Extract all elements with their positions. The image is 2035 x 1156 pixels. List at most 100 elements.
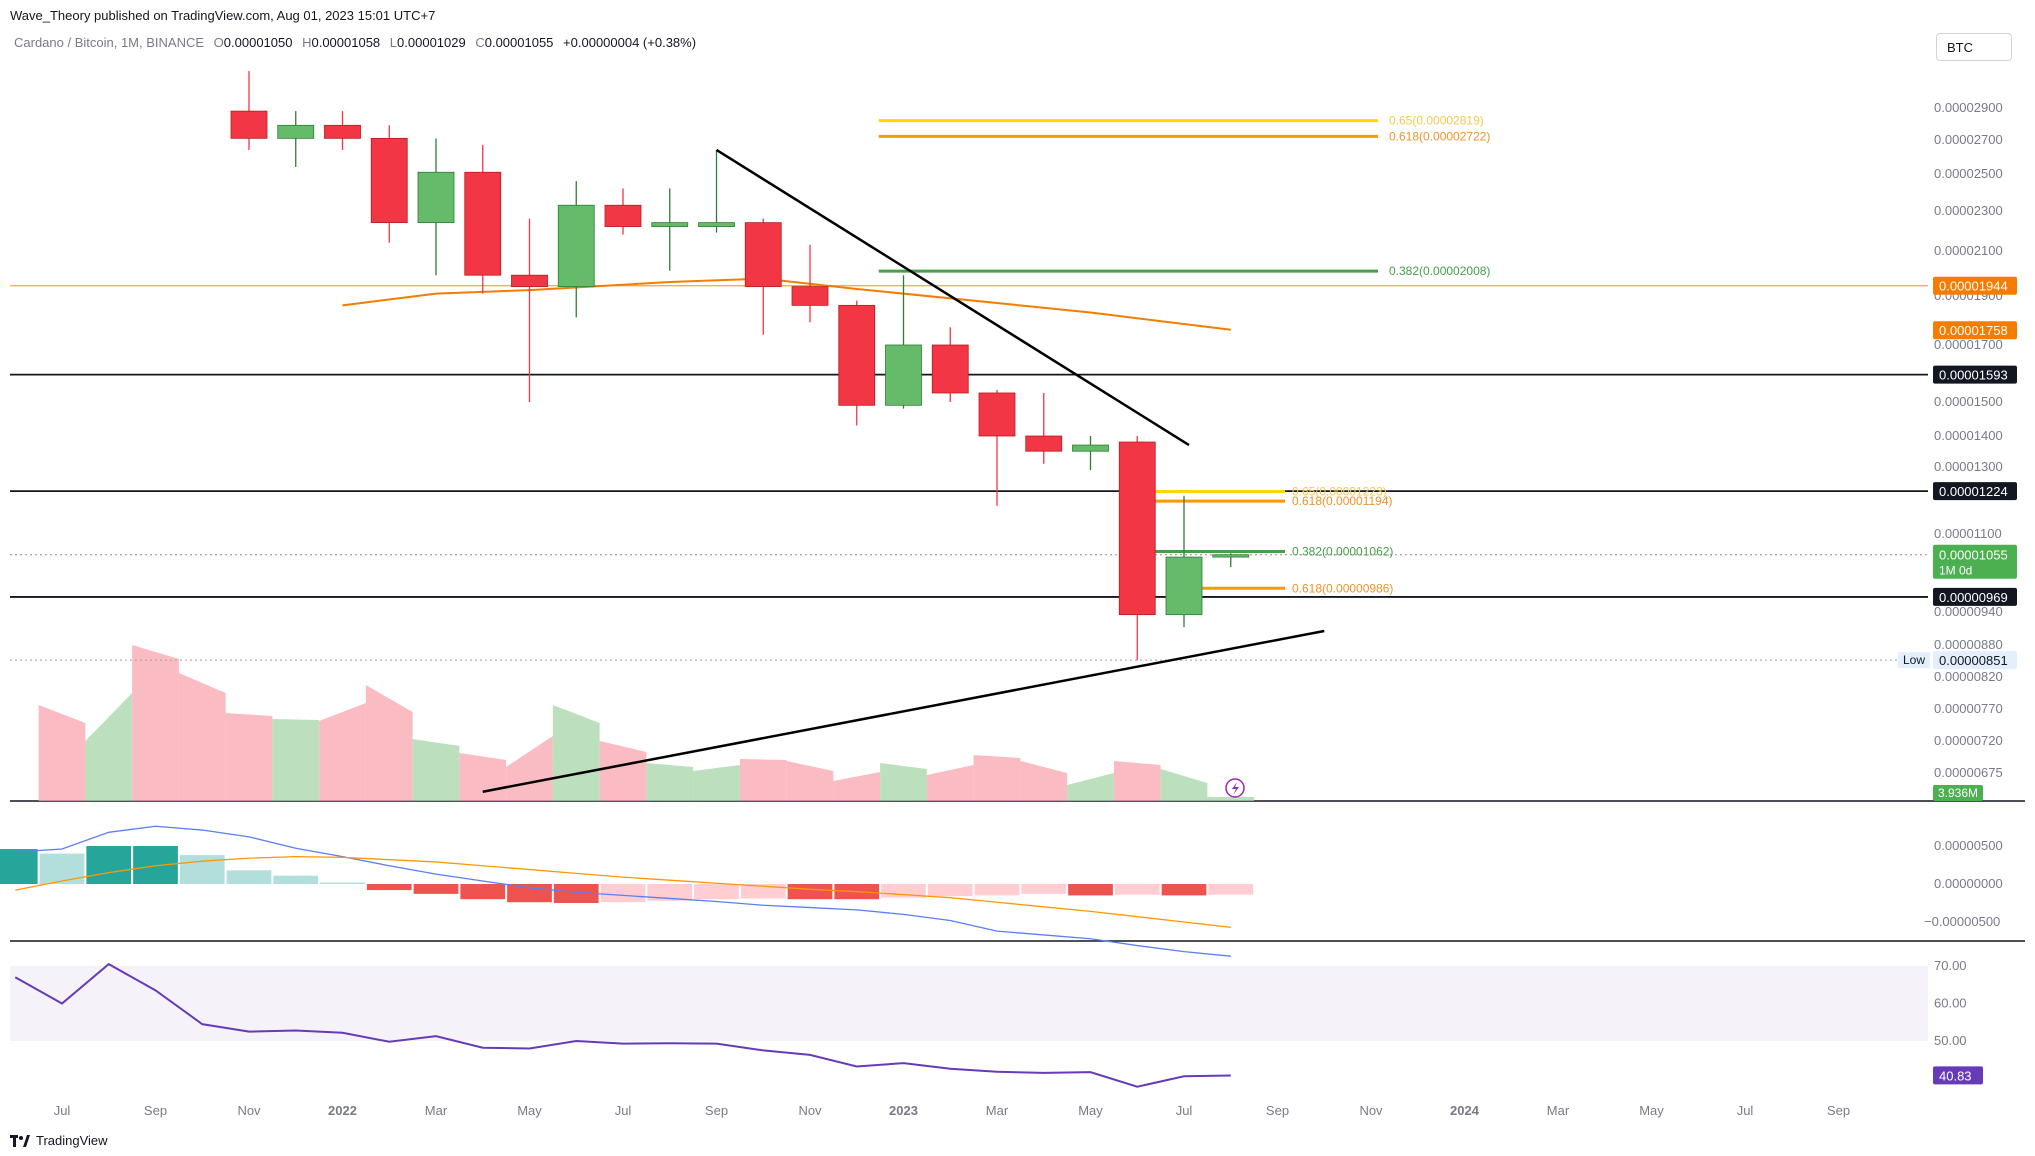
- volume-bar: [926, 765, 974, 801]
- tradingview-logo-icon: [10, 1134, 30, 1147]
- macd-histogram-bar: [86, 846, 132, 884]
- macd-histogram-bar: [974, 884, 1020, 896]
- macd-line: [15, 825, 1231, 957]
- volume-bar: [319, 703, 366, 801]
- price-axis-label: 0.00001300: [1934, 459, 2003, 474]
- time-axis-label: Jul: [54, 1103, 71, 1118]
- volume-bar: [178, 673, 226, 801]
- price-axis-label: 0.00001400: [1934, 428, 2003, 443]
- volume-bar: [459, 753, 507, 801]
- volume-bar: [693, 765, 740, 801]
- macd-histogram-bar: [1068, 884, 1113, 896]
- volume-bar: [132, 645, 179, 801]
- macd-histogram-bar: [133, 846, 178, 884]
- time-axis-label: Sep: [705, 1103, 728, 1118]
- candles: [230, 70, 1250, 661]
- rsi-line: [14, 962, 1231, 1088]
- price-axis-label: 0.00002700: [1934, 132, 2003, 147]
- volume-bar: [1113, 761, 1161, 801]
- price-axis-label: 0.00000675: [1934, 765, 2003, 780]
- volume-bar: [786, 761, 834, 801]
- lightning-icon[interactable]: [1225, 778, 1245, 798]
- price-badge: [1933, 544, 2017, 579]
- volume-bar: [973, 755, 1021, 801]
- macd-histogram-bar: [694, 884, 739, 900]
- time-axis-label: 2024: [1450, 1103, 1480, 1118]
- macd-histogram-bar: [1208, 884, 1254, 895]
- time-axis-label: Jul: [1737, 1103, 1754, 1118]
- price-axis-label: 0.00001100: [1934, 526, 2002, 541]
- volume-bar: [833, 772, 881, 801]
- macd-histogram-bar: [1161, 884, 1207, 896]
- close-label: C: [475, 35, 485, 50]
- macd-histogram-bar: [553, 884, 599, 903]
- time-axis-label: Jul: [615, 1103, 632, 1118]
- candle-body: [324, 124, 361, 139]
- candle-body: [698, 222, 735, 227]
- price-axis-label: 0.00002500: [1934, 166, 2003, 181]
- rsi-last-value: 40.83: [1939, 1068, 1972, 1083]
- time-axis-label: Nov: [237, 1103, 261, 1118]
- volume-bar: [1067, 773, 1114, 801]
- time-axis-label: Jul: [1176, 1103, 1193, 1118]
- fib-level-label: 0.382(0.00001062): [1292, 544, 1393, 558]
- candle-body: [791, 286, 829, 306]
- volume-bar: [552, 705, 600, 801]
- price-axis-label: 0.00000940: [1934, 604, 2003, 619]
- macd-histogram-bar: [366, 884, 412, 891]
- price-axis-label: 0.00000770: [1934, 701, 2003, 716]
- macd-histogram-bar: [39, 853, 85, 884]
- candle-body: [838, 304, 876, 406]
- currency-button[interactable]: BTC: [1936, 33, 2012, 61]
- time-axis-label: Sep: [144, 1103, 167, 1118]
- macd-axis-label: −0.00000500: [1924, 914, 2000, 929]
- price-axis-label: 0.00000820: [1934, 669, 2003, 684]
- volume-bars: [38, 645, 1255, 801]
- macd-histogram-bar: [787, 884, 833, 900]
- macd-histogram-bar: [460, 884, 506, 900]
- macd-histogram-bar: [647, 884, 693, 901]
- macd-histogram-bar: [179, 855, 225, 884]
- horizontal-levels: [10, 285, 1928, 661]
- macd-histogram-bar: [413, 884, 459, 894]
- time-axis-label: May: [1078, 1103, 1103, 1118]
- price-badge: [1933, 587, 2017, 606]
- candle-body: [931, 344, 969, 394]
- footer-brand: TradingView: [10, 1133, 108, 1148]
- trendline[interactable]: [482, 629, 1325, 793]
- fib-level-label: 0.618(0.00002722): [1389, 129, 1490, 143]
- volume-last-badge: [1933, 785, 1983, 801]
- rsi-axis-label: 50.00: [1934, 1033, 1967, 1048]
- low-tag-bg: [1898, 652, 1930, 669]
- price-badge-value: 0.00001944: [1939, 279, 2008, 294]
- time-axis-label: Sep: [1827, 1103, 1850, 1118]
- time-axis-label: May: [517, 1103, 542, 1118]
- volume-bar: [646, 763, 694, 801]
- volume-last-value: 3.936M: [1938, 786, 1978, 800]
- candle-body: [230, 110, 268, 139]
- price-badge: [1933, 651, 2017, 670]
- candle-body: [1072, 444, 1109, 452]
- candle-body: [557, 204, 595, 288]
- price-axis-label: 0.00002900: [1934, 100, 2003, 115]
- candle-body: [464, 171, 502, 276]
- volume-bar: [1207, 797, 1255, 801]
- candle-body: [604, 204, 642, 227]
- signal-line: [15, 855, 1231, 928]
- macd-axis-label: 0.00000500: [1934, 838, 2003, 853]
- volume-bar: [225, 713, 273, 801]
- fib-level-label: 0.382(0.00002008): [1389, 264, 1490, 278]
- high-value: 0.00001058: [311, 35, 381, 50]
- price-badge: [1933, 482, 2017, 501]
- price-badge: [1933, 321, 2017, 340]
- macd-histogram-bar: [1021, 884, 1067, 894]
- candle-body: [1025, 435, 1063, 452]
- rsi-last-badge: [1933, 1066, 1983, 1085]
- volume-bar: [599, 741, 647, 801]
- trendline[interactable]: [715, 148, 1190, 447]
- rsi-band: [10, 966, 1928, 1041]
- macd-histogram-bar: [927, 884, 973, 897]
- rsi-axis-label: 70.00: [1934, 958, 1967, 973]
- time-axis-label: Sep: [1266, 1103, 1289, 1118]
